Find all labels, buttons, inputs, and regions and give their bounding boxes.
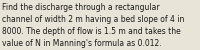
Text: Find the discharge through a rectangular: Find the discharge through a rectangular xyxy=(2,4,160,12)
Text: 8000. The depth of flow is 1.5 m and takes the: 8000. The depth of flow is 1.5 m and tak… xyxy=(2,27,181,36)
Text: value of N in Manning's formula as 0.012.: value of N in Manning's formula as 0.012… xyxy=(2,39,162,48)
Text: channel of width 2 m having a bed slope of 4 in: channel of width 2 m having a bed slope … xyxy=(2,15,185,24)
